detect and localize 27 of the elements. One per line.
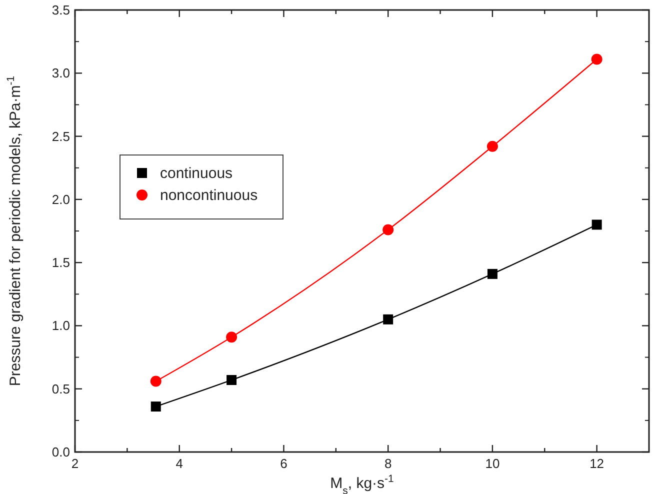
point (383, 314, 394, 324)
legend-label: continuous (160, 165, 233, 182)
point (486, 140, 498, 152)
point (226, 332, 238, 343)
x-tick-label: 4 (176, 456, 183, 471)
x-tick-label: 12 (590, 456, 604, 471)
x-tick-label: 10 (485, 456, 500, 471)
x-tick-label: 8 (384, 456, 392, 471)
point (382, 224, 394, 236)
x-axis-title: M$_{s}$, kg·s$^{-1}$ (330, 473, 394, 494)
point (150, 376, 162, 387)
x-tick-label: 6 (280, 456, 288, 471)
y-tick-label: 3.0 (52, 66, 70, 81)
point (591, 54, 602, 65)
y-tick-label: 1.0 (52, 318, 70, 334)
legend-label: noncontinuous (160, 187, 258, 204)
y-tick-label: 2.0 (52, 192, 70, 207)
y-tick-label: 0.5 (52, 381, 70, 396)
y-tick-label: 2.5 (52, 128, 70, 144)
point (150, 402, 161, 412)
point (592, 220, 602, 230)
y-tick-label: 0.0 (52, 444, 70, 460)
x-tick-label: 2 (71, 456, 79, 471)
point (487, 268, 498, 279)
y-tick-label: 3.5 (52, 2, 70, 18)
y-tick-label: 1.5 (52, 255, 70, 270)
point (226, 375, 237, 386)
